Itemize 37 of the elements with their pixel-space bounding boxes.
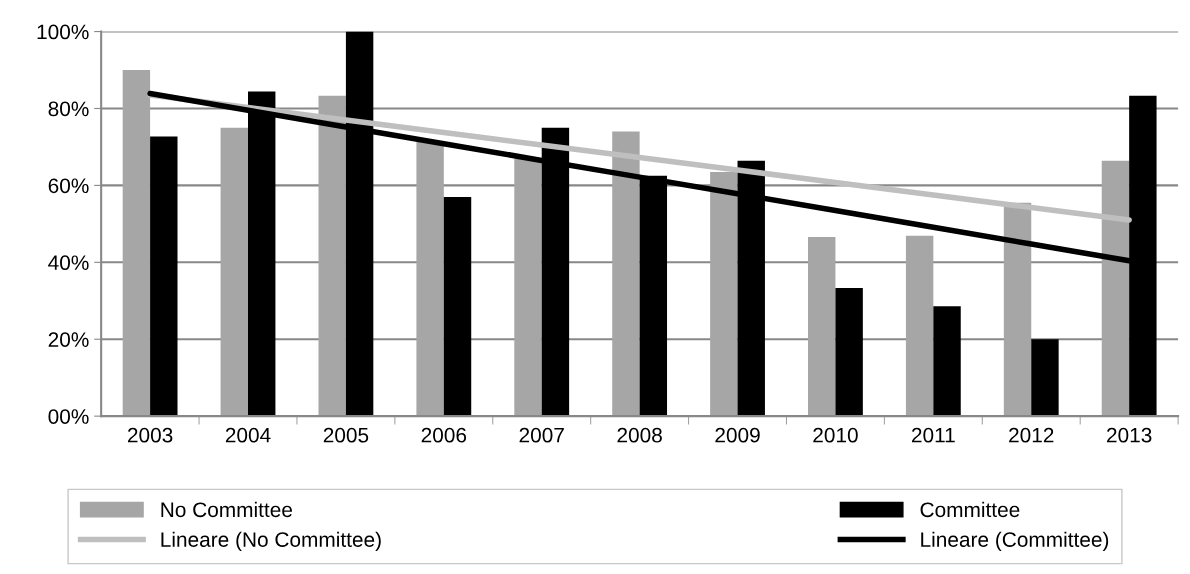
- bar: [933, 306, 961, 417]
- legend-label: Lineare (Committee): [921, 531, 1109, 552]
- y-tick-label: 20%: [48, 332, 89, 347]
- bar: [905, 235, 934, 417]
- x-tick-label: 2005: [323, 427, 369, 443]
- x-tick-label: 2011: [911, 427, 955, 443]
- y-tick-label: 40%: [48, 255, 89, 271]
- bar: [318, 95, 346, 417]
- bar: [612, 131, 640, 417]
- bar: [710, 171, 738, 417]
- x-tick-label: 2013: [1107, 427, 1152, 443]
- bar: [514, 158, 542, 417]
- y-tick-label: 80%: [48, 101, 89, 117]
- bar: [1003, 202, 1032, 417]
- y-tick-label: 00%: [48, 409, 89, 424]
- bar: [122, 70, 151, 417]
- x-tick-label: 2008: [617, 427, 662, 443]
- x-tick-label: 2007: [519, 427, 564, 443]
- x-tick-label: 2004: [225, 427, 271, 443]
- bar: [443, 196, 472, 417]
- y-tick-label: 100%: [37, 24, 89, 40]
- bar: [835, 288, 863, 417]
- bar: [220, 127, 249, 417]
- x-tick-label: 2006: [421, 427, 467, 443]
- legend-label: Lineare (No Committee): [161, 531, 381, 552]
- x-tick-label: 2003: [127, 427, 173, 443]
- y-tick-label: 60%: [48, 178, 89, 194]
- bar: [1031, 339, 1059, 417]
- legend-label: Committee: [920, 501, 1020, 518]
- x-tick-label: 2009: [715, 427, 760, 443]
- x-tick-label: 2012: [1009, 427, 1054, 443]
- bar: [808, 236, 836, 417]
- x-tick-label: 2010: [813, 427, 858, 443]
- legend-label: No Committee: [161, 501, 292, 518]
- bar: [150, 136, 178, 417]
- bar: [1101, 160, 1130, 417]
- bar: [416, 141, 444, 417]
